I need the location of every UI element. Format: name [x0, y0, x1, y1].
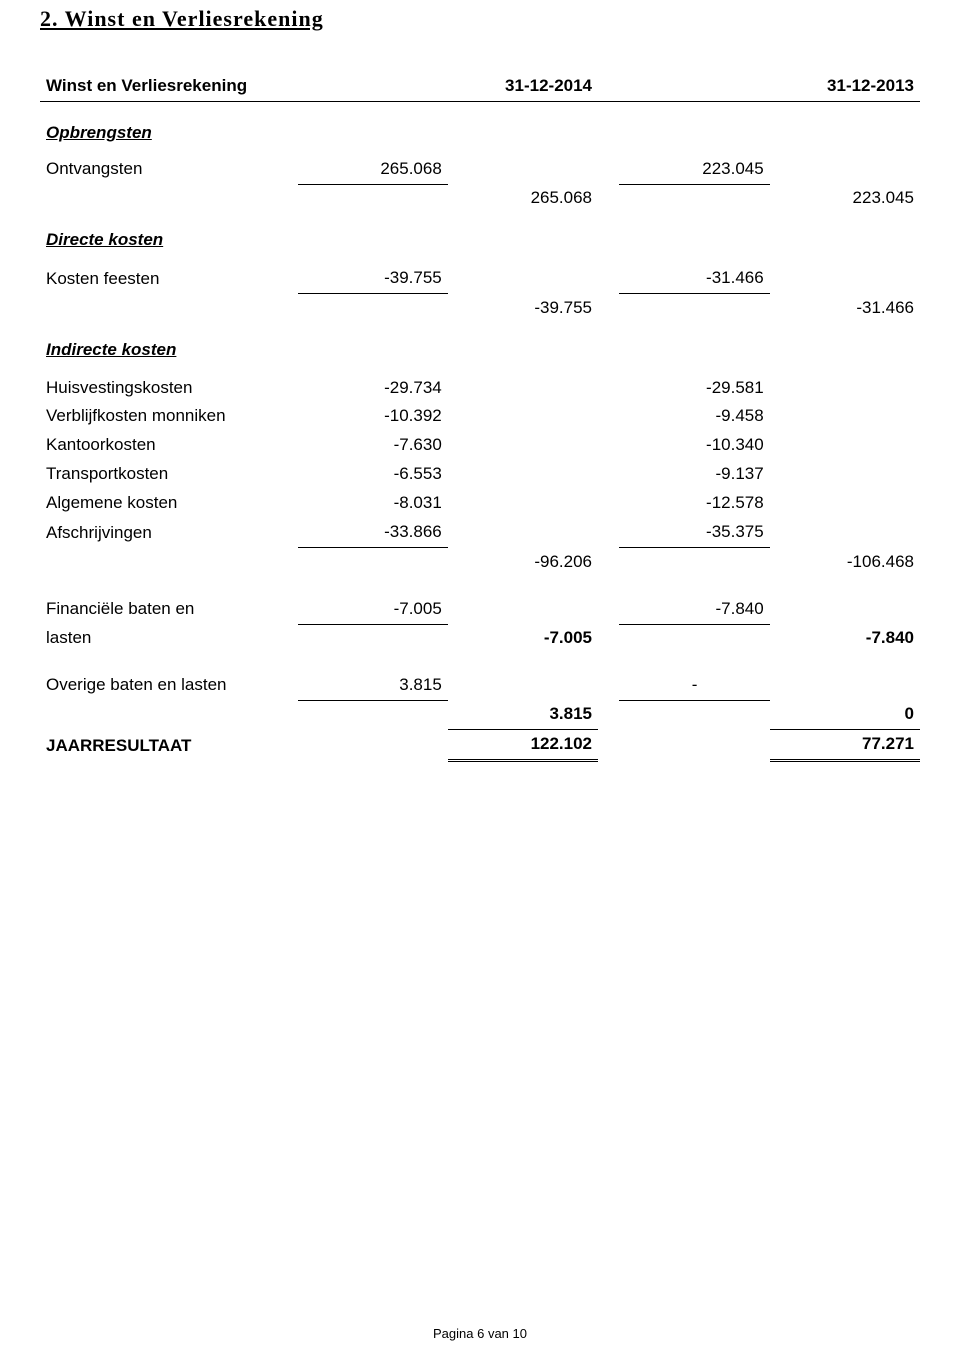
cell-value: -7.630 — [298, 431, 448, 460]
cell-value: -39.755 — [298, 264, 448, 293]
table-row: Verblijfkosten monniken -10.392 -9.458 — [40, 402, 920, 431]
row-label: Kosten feesten — [40, 264, 298, 293]
table-row: Financiële baten en -7.005 -7.840 — [40, 595, 920, 624]
page-title: 2. Winst en Verliesrekening — [40, 6, 920, 32]
result-value-2013: 77.271 — [770, 730, 920, 761]
row-label: Overige baten en lasten — [40, 671, 298, 700]
cell-value: -6.553 — [298, 460, 448, 489]
subtotal-value: 0 — [770, 700, 920, 729]
cell-value: 265.068 — [298, 155, 448, 184]
cell-value: -29.734 — [298, 374, 448, 403]
section-opbrengsten: Opbrengsten — [40, 101, 298, 154]
subtotal-value: 3.815 — [448, 700, 598, 729]
subtotal-value: 265.068 — [448, 184, 598, 213]
header-col-2013: 31-12-2013 — [770, 72, 920, 101]
table-header-row: Winst en Verliesrekening 31-12-2014 31-1… — [40, 72, 920, 101]
table-row: Ontvangsten 265.068 223.045 — [40, 155, 920, 184]
cell-value: -10.392 — [298, 402, 448, 431]
row-label: Kantoorkosten — [40, 431, 298, 460]
table-row: Kosten feesten -39.755 -31.466 — [40, 264, 920, 293]
header-col-2014: 31-12-2014 — [448, 72, 598, 101]
subtotal-value: -31.466 — [770, 294, 920, 323]
income-statement-table: Winst en Verliesrekening 31-12-2014 31-1… — [40, 72, 920, 762]
cell-value: -35.375 — [619, 518, 769, 547]
subtotal-row: -39.755 -31.466 — [40, 294, 920, 323]
subtotal-value: -96.206 — [448, 548, 598, 577]
subtotal-value: -106.468 — [770, 548, 920, 577]
row-label: Ontvangsten — [40, 155, 298, 184]
subtotal-row: 3.815 0 — [40, 700, 920, 729]
cell-value: -12.578 — [619, 489, 769, 518]
cell-value: 223.045 — [619, 155, 769, 184]
cell-value: -7.005 — [298, 595, 448, 624]
result-row: JAARRESULTAAT 122.102 77.271 — [40, 730, 920, 761]
table-row: Kantoorkosten -7.630 -10.340 — [40, 431, 920, 460]
result-value-2014: 122.102 — [448, 730, 598, 761]
row-label: lasten — [40, 624, 298, 653]
cell-value: -10.340 — [619, 431, 769, 460]
cell-value: - — [619, 671, 769, 700]
section-directe-kosten: Directe kosten — [40, 213, 298, 264]
subtotal-row: lasten -7.005 -7.840 — [40, 624, 920, 653]
subtotal-row: -96.206 -106.468 — [40, 548, 920, 577]
cell-value: -9.458 — [619, 402, 769, 431]
row-label: Algemene kosten — [40, 489, 298, 518]
cell-value: -29.581 — [619, 374, 769, 403]
cell-value: -9.137 — [619, 460, 769, 489]
page-footer: Pagina 6 van 10 — [0, 1326, 960, 1341]
table-row: Afschrijvingen -33.866 -35.375 — [40, 518, 920, 547]
row-label: Verblijfkosten monniken — [40, 402, 298, 431]
table-row: Algemene kosten -8.031 -12.578 — [40, 489, 920, 518]
section-indirecte-kosten: Indirecte kosten — [40, 323, 298, 374]
result-label: JAARRESULTAAT — [40, 730, 298, 761]
subtotal-value: -7.005 — [448, 624, 598, 653]
row-label: Transportkosten — [40, 460, 298, 489]
subtotal-value: -39.755 — [448, 294, 598, 323]
table-row: Transportkosten -6.553 -9.137 — [40, 460, 920, 489]
cell-value: -33.866 — [298, 518, 448, 547]
row-label: Huisvestingskosten — [40, 374, 298, 403]
row-label: Afschrijvingen — [40, 518, 298, 547]
subtotal-row: 265.068 223.045 — [40, 184, 920, 213]
cell-value: -31.466 — [619, 264, 769, 293]
cell-value: 3.815 — [298, 671, 448, 700]
cell-value: -8.031 — [298, 489, 448, 518]
header-label: Winst en Verliesrekening — [40, 72, 298, 101]
subtotal-value: 223.045 — [770, 184, 920, 213]
cell-value: -7.840 — [619, 595, 769, 624]
row-label: Financiële baten en — [40, 595, 298, 624]
subtotal-value: -7.840 — [770, 624, 920, 653]
table-row: Overige baten en lasten 3.815 - — [40, 671, 920, 700]
table-row: Huisvestingskosten -29.734 -29.581 — [40, 374, 920, 403]
